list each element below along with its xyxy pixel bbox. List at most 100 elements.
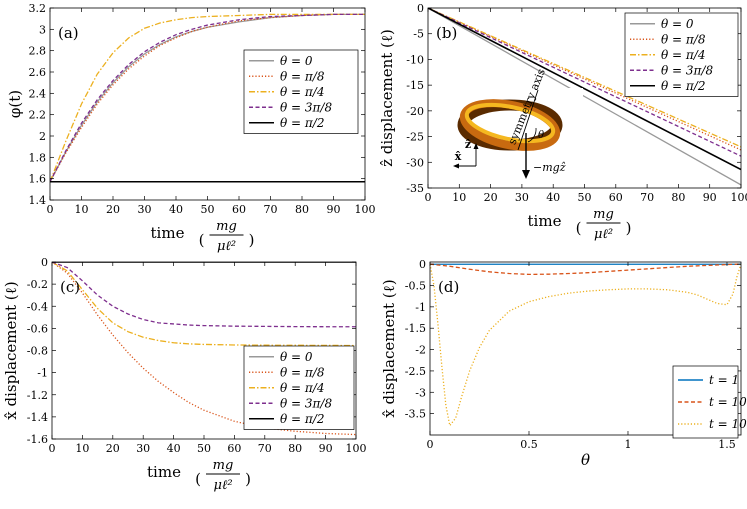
y-tick-label: 2.6 <box>29 66 47 79</box>
y-tick-label: -3.5 <box>405 408 426 421</box>
x-tick-label: 70 <box>264 203 278 216</box>
legend-entry-1: t = 1 <box>709 373 739 387</box>
y-tick-label: -1.4 <box>27 411 48 424</box>
legend: θ = 0θ = π/8 θ = π/4θ = 3π/8 θ = π/2 <box>243 49 359 134</box>
x-tick-label: 90 <box>703 191 717 204</box>
x-unit-paren-right: ) <box>245 470 251 488</box>
x-axis-label: θ <box>581 451 590 469</box>
legend: θ = 0θ = π/8 θ = π/4θ = 3π/8 θ = π/2 <box>243 345 355 430</box>
legend-entry-3: θ = π/4 <box>280 85 324 99</box>
x-tick-label: 70 <box>640 191 654 204</box>
series-line-2 <box>50 13 365 183</box>
x-tick-label: 70 <box>258 442 272 455</box>
legend-entry-1: θ = 0 <box>280 350 313 364</box>
x-unit-paren-right: ) <box>249 231 255 249</box>
x-unit-paren-left: ( <box>195 470 201 488</box>
x-tick-label: 1.5 <box>718 438 736 451</box>
series-line-4 <box>50 13 365 183</box>
y-tick-label: -25 <box>406 131 424 144</box>
y-tick-label: -0.4 <box>27 300 48 313</box>
y-tick-label: 0 <box>41 256 48 269</box>
x-unit-paren-left: ( <box>576 219 582 237</box>
series-group <box>430 263 741 428</box>
panel-b: 0 10 20 30 40 50 60 70 80 90 100 0 -5 -10 -15 -20 -25 -30… <box>378 2 747 242</box>
x-axis-label: time <box>151 224 185 242</box>
y-axis-label: ẑ displacement (ℓ) <box>378 29 396 167</box>
x-tick-label: 60 <box>227 442 241 455</box>
legend: t = 1 t = 10 t = 100 <box>672 365 747 439</box>
x-tick-label: 30 <box>136 442 150 455</box>
x-tick-label: 10 <box>452 191 466 204</box>
x-tick-label: 50 <box>201 203 215 216</box>
x-tick-label: 0 <box>49 442 56 455</box>
panel-label: (c) <box>60 278 80 296</box>
y-tick-label: 2.4 <box>29 87 47 100</box>
x-unit-denominator: μℓ² <box>217 239 236 254</box>
x-tick-label: 40 <box>546 191 560 204</box>
y-tick-label: -0.8 <box>27 345 48 358</box>
panel-c: 0 10 20 30 40 50 60 70 80 90 100 0 -0.2 -0.4 -0.6 -0.8 -… <box>2 256 367 493</box>
x-tick-label: 80 <box>671 191 685 204</box>
series-line-1 <box>428 8 741 186</box>
x-hat-label: x̂ <box>455 150 462 163</box>
x-axis-arrowhead <box>453 163 459 169</box>
legend-entry-2: θ = π/8 <box>280 69 325 83</box>
series-group <box>52 262 356 436</box>
legend-entry-3: θ = π/4 <box>280 381 324 395</box>
symmetry-axis-line <box>517 89 539 151</box>
series-group <box>428 8 741 186</box>
y-tick-label: 0 <box>417 2 424 15</box>
y-tick-label: -0.6 <box>27 322 48 335</box>
x-tick-label: 1 <box>624 438 631 451</box>
series-line-3 <box>428 8 741 148</box>
x-tick-label: 30 <box>515 191 529 204</box>
theta-label: θ <box>538 130 544 141</box>
series-line-4 <box>52 262 356 328</box>
z-axis-arrowhead <box>473 143 479 149</box>
y-tick-label: -30 <box>406 156 424 169</box>
x-tick-label: 0 <box>427 438 434 451</box>
x-tick-label: 100 <box>731 191 747 204</box>
y-axis-label: x̂ displacement (ℓ) <box>2 281 20 419</box>
x-tick-label: 100 <box>346 442 367 455</box>
x-unit-paren-right: ) <box>626 219 632 237</box>
y-tick-label: 3.2 <box>29 2 47 15</box>
legend-box <box>672 365 739 439</box>
x-tick-label: 50 <box>197 442 211 455</box>
series-line-3 <box>52 262 356 347</box>
legend-entry-2: θ = π/8 <box>661 32 706 46</box>
legend: θ = 0θ = π/8 θ = π/4θ = 3π/8 θ = π/2 <box>624 12 739 97</box>
y-tick-label: 0 <box>419 258 426 271</box>
panel-label: (b) <box>436 24 457 42</box>
series-line-2 <box>430 263 741 276</box>
y-tick-label: -3 <box>415 386 426 399</box>
series-line-3 <box>430 263 741 428</box>
y-tick-label: -10 <box>406 53 424 66</box>
y-tick-label: -5 <box>413 28 424 41</box>
series-group <box>50 13 365 183</box>
panel-label: (a) <box>58 24 79 42</box>
y-tick-label: 2 <box>39 130 46 143</box>
x-tick-label: 60 <box>609 191 623 204</box>
y-tick-label: -0.5 <box>405 279 426 292</box>
x-tick-label: 90 <box>319 442 333 455</box>
legend-entry-5: θ = π/2 <box>280 116 324 130</box>
x-tick-label: 100 <box>355 203 376 216</box>
x-tick-label: 0 <box>47 203 54 216</box>
y-tick-label: -1 <box>37 367 48 380</box>
axes-frame <box>429 261 742 436</box>
y-tick-label: -1.5 <box>405 322 426 335</box>
legend-entry-1: θ = 0 <box>280 54 313 68</box>
x-tick-label: 20 <box>484 191 498 204</box>
legend-entry-4: θ = 3π/8 <box>280 396 332 410</box>
y-tick-label: 2.2 <box>29 109 47 122</box>
ring-band-highlight <box>464 102 556 144</box>
y-tick-label: -0.2 <box>27 278 48 291</box>
z-hat-label: ẑ <box>465 138 471 151</box>
x-tick-label: 80 <box>288 442 302 455</box>
legend-entry-3: θ = π/4 <box>661 48 705 62</box>
x-tick-label: 20 <box>106 203 120 216</box>
y-axis-label: φ(t) <box>6 90 24 118</box>
series-line-3 <box>50 13 365 182</box>
legend-entry-4: θ = 3π/8 <box>661 63 713 77</box>
